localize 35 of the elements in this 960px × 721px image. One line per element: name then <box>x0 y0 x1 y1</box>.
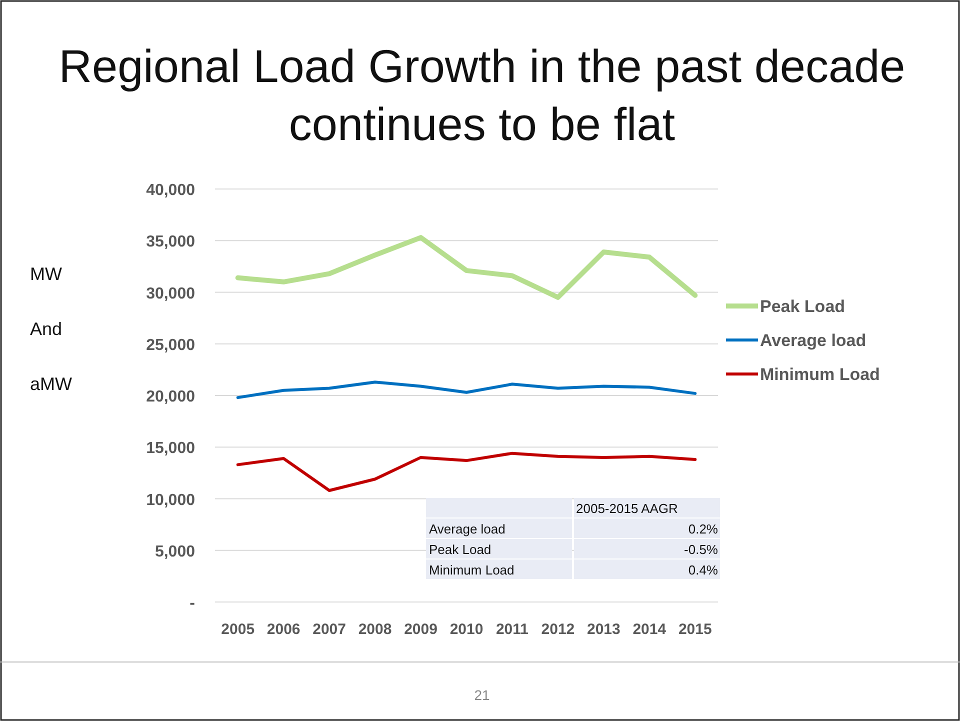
x-tick-label: 2014 <box>632 621 667 638</box>
x-tick-label: 2008 <box>358 621 392 638</box>
y-tick-label: - <box>190 595 195 612</box>
x-tick-label: 2010 <box>450 621 484 638</box>
y-tick-label: 5,000 <box>154 543 196 560</box>
annotation: 0.2% <box>688 522 718 536</box>
annotation: 0.4% <box>688 562 718 578</box>
legend-label: Average load <box>760 331 866 350</box>
x-tick-label: 2013 <box>586 621 620 638</box>
y-tick-label: 40,000 <box>146 182 196 199</box>
x-tick-label: 2009 <box>404 621 438 638</box>
annotation: 2005-2015 AAGR <box>576 501 678 516</box>
y-tick-label: 20,000 <box>146 388 196 406</box>
line-series <box>236 452 697 492</box>
y-tick-label: 15,000 <box>146 440 196 458</box>
annotation: Minimum Load <box>429 562 514 578</box>
x-tick-label: 2005 <box>221 621 255 638</box>
y-tick-label: 25,000 <box>146 336 196 354</box>
annotation: -0.5% <box>684 542 718 557</box>
legend-label: Peak Load <box>760 297 846 316</box>
x-tick-label: 2012 <box>541 621 575 638</box>
x-tick-label: 2006 <box>266 621 300 638</box>
text: MW And aMW <box>30 264 72 394</box>
text: 21 <box>474 687 490 703</box>
annotation: Average load <box>429 522 506 536</box>
legend-label: Minimum Load <box>760 365 880 384</box>
y-tick-label: 10,000 <box>146 492 196 509</box>
y-tick-label: 35,000 <box>146 234 196 251</box>
line-series <box>236 380 697 400</box>
y-tick-label: 30,000 <box>146 285 196 302</box>
x-tick-label: 2011 <box>496 621 528 638</box>
x-tick-label: 2007 <box>312 621 346 638</box>
x-tick-label: 2015 <box>678 621 712 638</box>
chart-title: Regional Load Growth in the past decade continues to be flat <box>58 40 906 150</box>
annotation: Peak Load <box>429 542 492 557</box>
